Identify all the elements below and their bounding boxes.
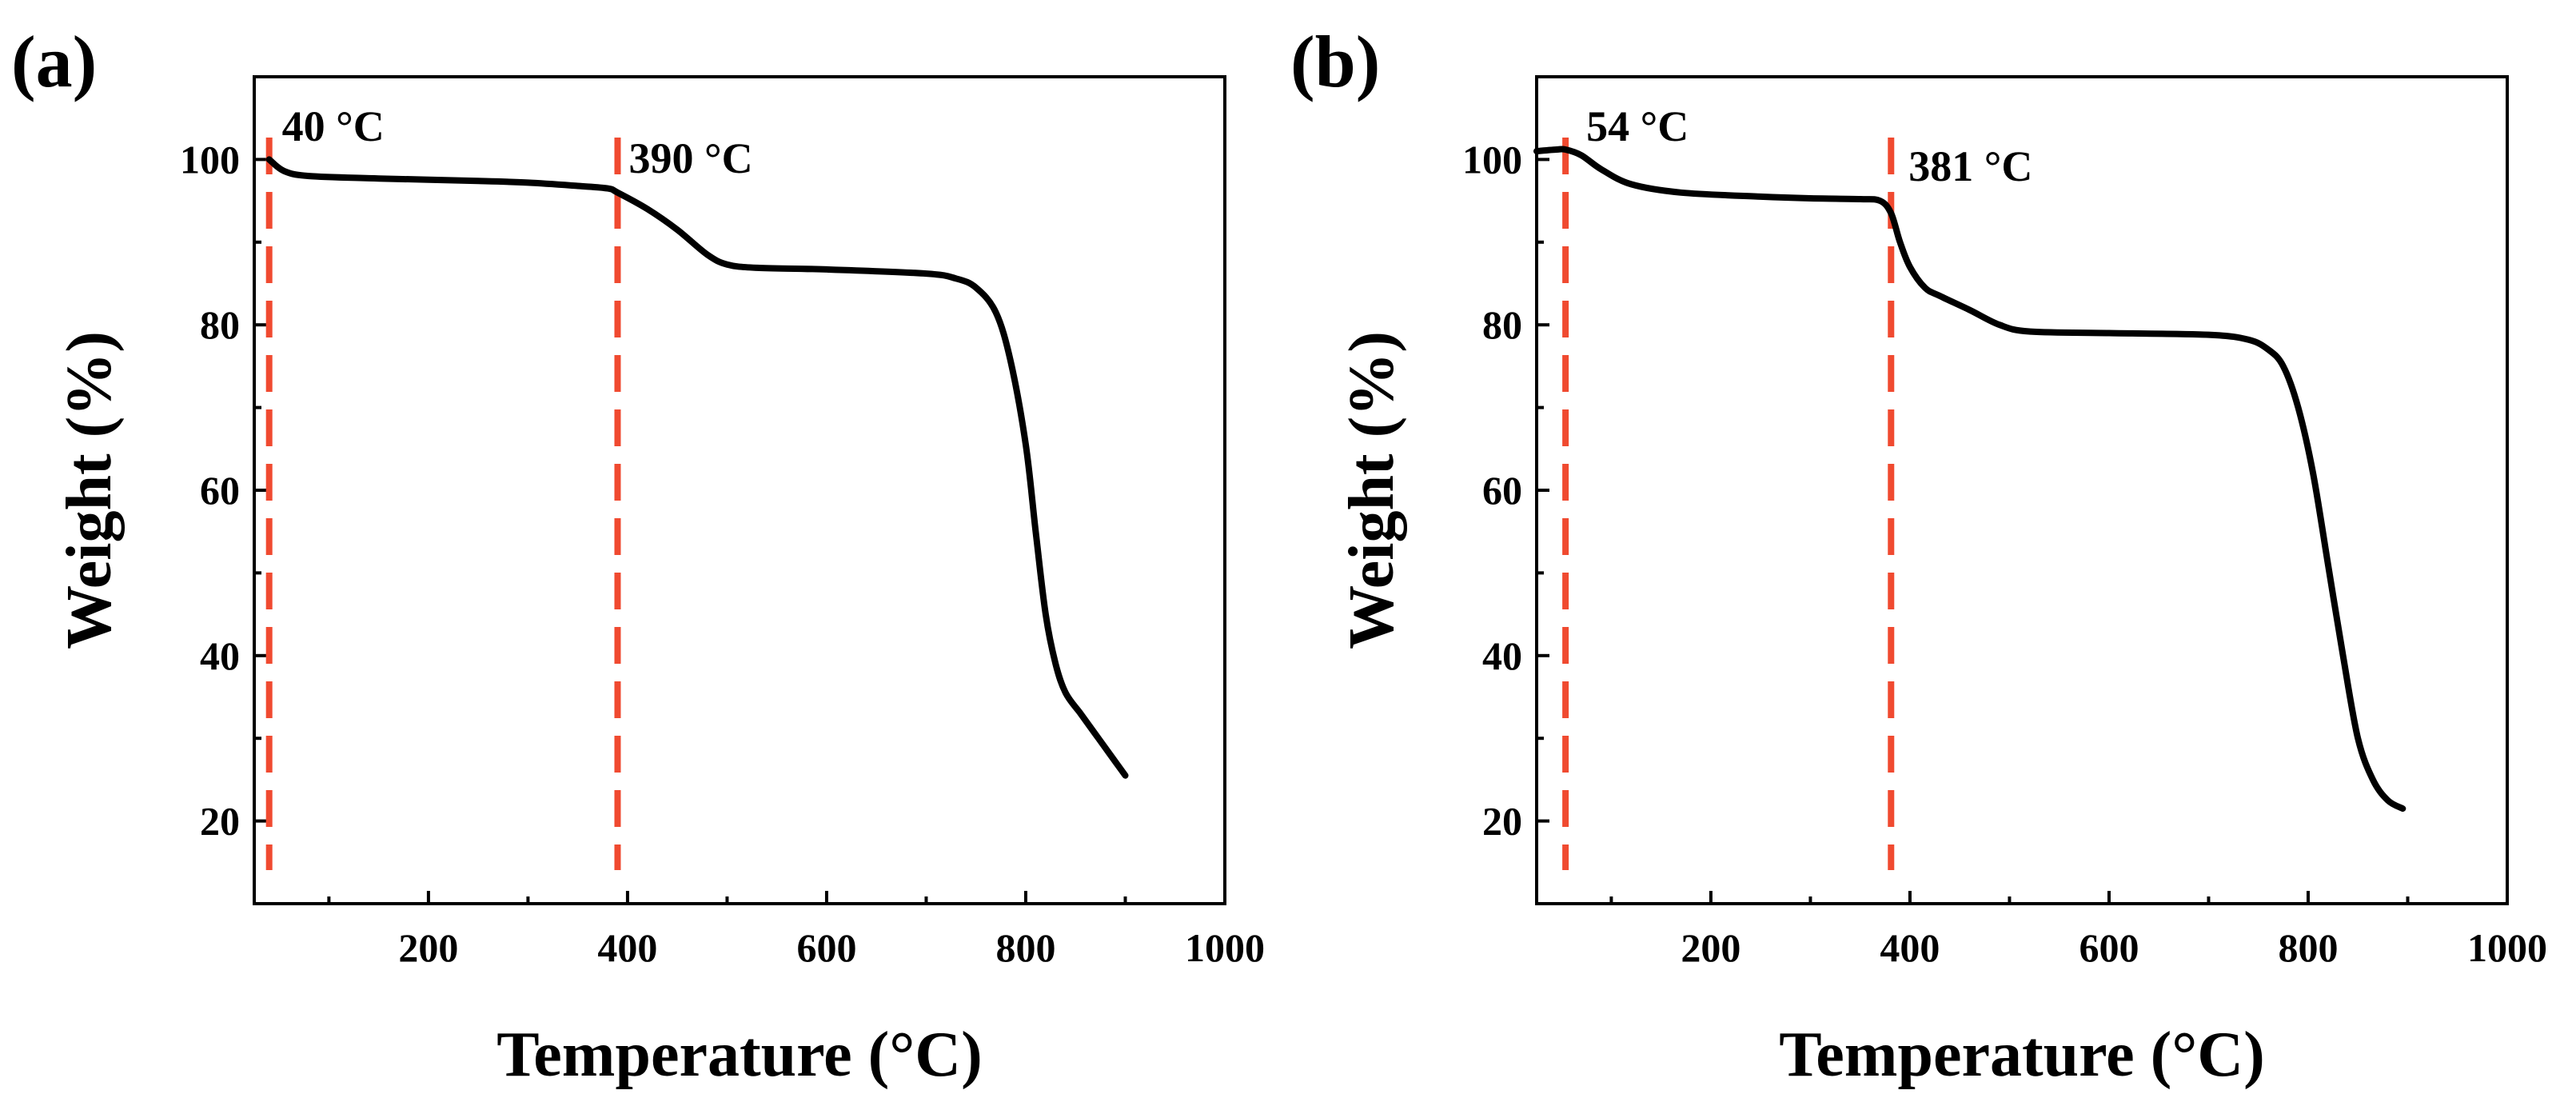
x-tick-label: 800	[995, 925, 1055, 970]
panel-a: (a) 200 400 600 800 1000 20 40 60 80 100 Temperatur…	[11, 21, 1265, 1090]
data-point	[2029, 331, 2030, 332]
y-axis-label: Weight (%)	[54, 331, 125, 649]
plot-frame	[1535, 75, 2509, 905]
y-tick-label: 100	[1462, 137, 1522, 182]
x-tick-label: 400	[1880, 925, 1940, 970]
x-tick-label: 800	[2278, 925, 2338, 970]
data-point	[707, 254, 708, 255]
data-point	[2387, 800, 2388, 801]
y-tick-label: 40	[200, 633, 240, 678]
temperature-marker-label: 40 °C	[282, 102, 385, 150]
panel-b: (b) 200 400 600 800 1000 20 40 60 80 100 Temperatur…	[1290, 21, 2547, 1090]
data-point	[2208, 334, 2209, 335]
data-point	[1055, 664, 1056, 665]
data-point	[1565, 149, 1566, 150]
y-axis-label: Weight (%)	[1337, 331, 1407, 649]
y-tick-label: 40	[1482, 633, 1522, 678]
data-point	[1080, 713, 1081, 714]
x-tick-label: 400	[597, 925, 657, 970]
data-point	[955, 278, 956, 279]
tga-curve	[1533, 146, 2407, 813]
data-point	[1891, 213, 1892, 214]
data-point	[975, 287, 976, 288]
temperature-marker-label: 54 °C	[1586, 102, 1689, 150]
x-tick-label: 600	[796, 925, 856, 970]
tga-curve	[265, 156, 1129, 779]
data-point	[756, 267, 757, 268]
y-tick-label: 80	[200, 302, 240, 347]
plot-frame	[253, 75, 1226, 905]
data-point	[2268, 349, 2269, 350]
data-point	[2248, 339, 2249, 340]
x-axis-label: Temperature (°C)	[496, 1020, 982, 1090]
y-tick-label: 60	[1482, 468, 1522, 513]
data-point	[1969, 309, 1970, 310]
data-point	[1045, 614, 1046, 615]
data-point	[1125, 775, 1126, 776]
y-tick-label: 20	[1482, 799, 1522, 844]
data-point	[1909, 266, 1910, 267]
x-tick-label: 600	[2079, 925, 2139, 970]
data-point	[2358, 738, 2359, 739]
x-tick-label: 1000	[1185, 925, 1265, 970]
data-point	[478, 181, 479, 182]
data-point	[1095, 734, 1096, 735]
data-point	[647, 209, 648, 210]
data-point	[617, 192, 618, 193]
data-point	[1631, 184, 1632, 185]
y-tick-label: 60	[200, 468, 240, 513]
data-point	[1110, 754, 1111, 755]
panel-label: (b)	[1290, 21, 1380, 102]
temperature-marker-label: 390 °C	[628, 134, 752, 182]
data-point	[2372, 779, 2373, 780]
data-point	[1556, 149, 1557, 150]
data-point	[727, 264, 728, 265]
data-point	[826, 269, 827, 270]
data-point	[995, 312, 996, 313]
x-tick-label: 200	[398, 925, 458, 970]
y-tick-label: 80	[1482, 302, 1522, 347]
x-tick-label: 1000	[2467, 925, 2547, 970]
data-point	[378, 178, 379, 179]
data-point	[2313, 473, 2314, 474]
x-axis-label: Temperature (°C)	[1779, 1020, 2264, 1090]
y-tick-label: 20	[200, 799, 240, 844]
x-tick-label: 200	[1681, 925, 1741, 970]
data-point	[284, 170, 285, 171]
data-point	[2298, 407, 2299, 408]
data-point	[1035, 531, 1036, 532]
panel-label: (a)	[11, 21, 97, 102]
y-tick-label: 100	[180, 137, 240, 182]
temperature-marker-label: 381 °C	[1908, 142, 2032, 190]
data-point	[1924, 287, 1925, 288]
data-point	[1581, 155, 1582, 156]
